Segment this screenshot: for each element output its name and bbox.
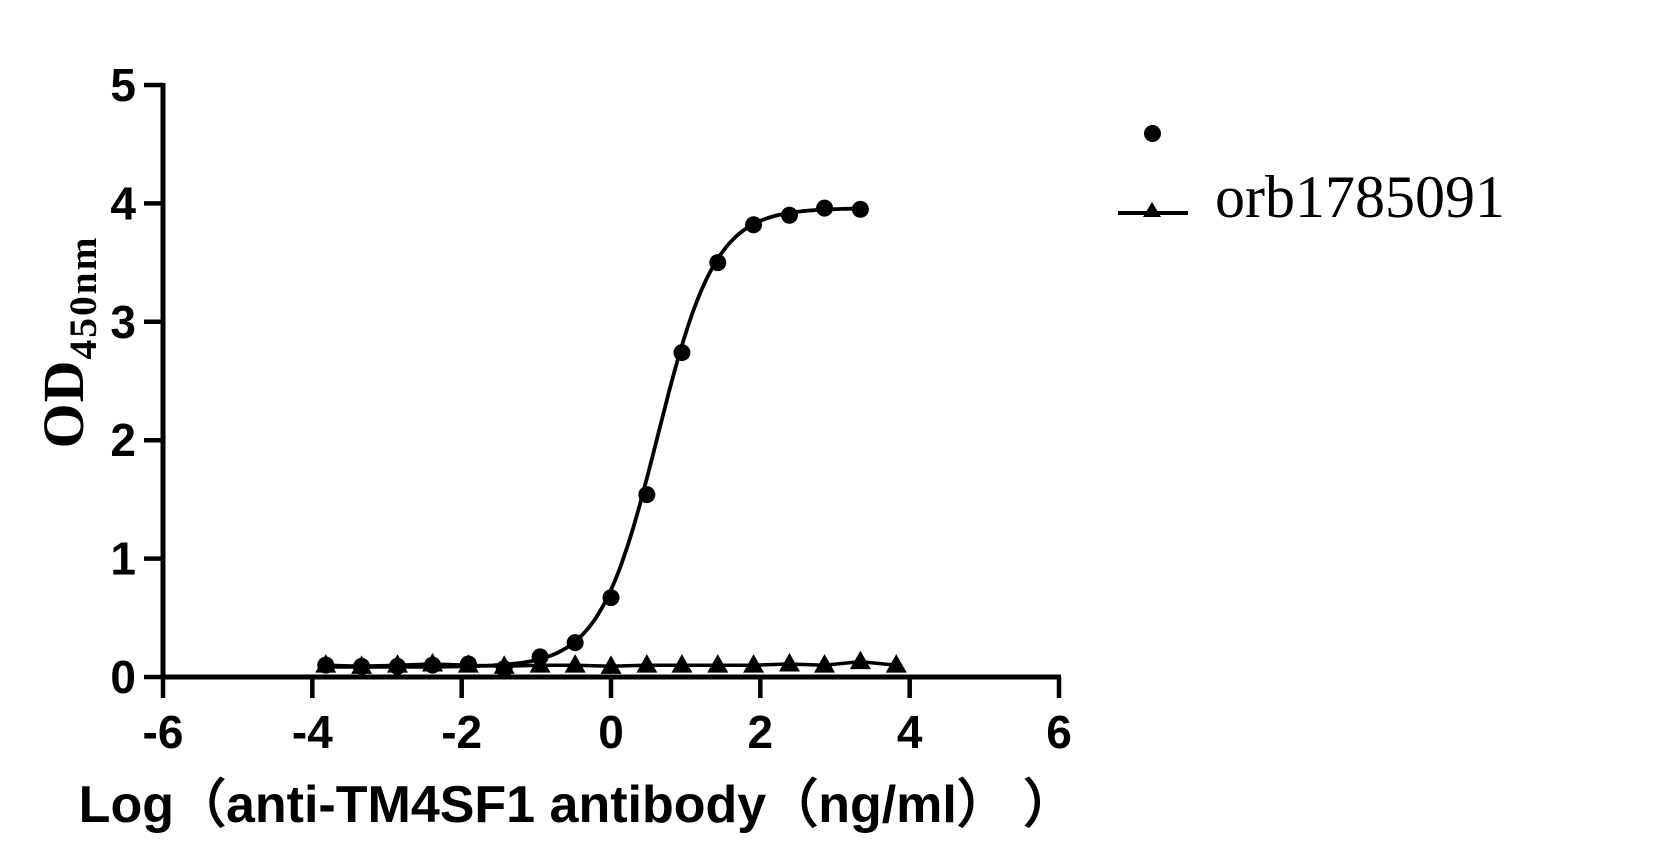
data-point-triangle: [778, 652, 800, 672]
x-tick-label: 0: [598, 706, 624, 758]
y-tick-label: 0: [110, 651, 136, 703]
x-tick-label: 2: [748, 706, 774, 758]
data-point-triangle: [849, 650, 871, 670]
y-axis-title: OD450nm: [30, 236, 106, 449]
data-point-triangle: [386, 654, 408, 673]
data-point-triangle: [422, 652, 444, 672]
x-tick-label: 6: [1046, 706, 1072, 758]
data-point-triangle: [636, 654, 658, 673]
y-tick-label: 1: [110, 533, 136, 585]
data-point-circle: [602, 589, 620, 607]
data-point-triangle: [885, 654, 907, 673]
data-point-circle: [566, 634, 584, 652]
legend-label: orb1785091: [1215, 164, 1505, 230]
data-point-circle: [851, 200, 869, 218]
data-point-triangle: [529, 654, 551, 673]
data-point-triangle: [564, 654, 586, 673]
x-axis-title: Log（anti-TM4SF1 antibody（ng/ml） ）: [78, 776, 1076, 834]
x-tick-label: -4: [292, 706, 333, 758]
data-point-triangle: [671, 654, 693, 673]
legend-triangle-marker-icon: [1143, 202, 1161, 217]
data-point-circle: [780, 206, 798, 224]
y-axis-title-text: OD: [31, 359, 97, 449]
y-tick-label: 4: [110, 177, 136, 229]
data-point-circle: [638, 486, 656, 504]
legend-circle-marker-icon: [1144, 125, 1161, 142]
data-point-triangle: [814, 654, 836, 673]
data-point-triangle: [707, 654, 729, 673]
data-point-triangle: [457, 654, 479, 673]
data-point-triangle: [600, 655, 622, 674]
data-point-triangle: [743, 654, 765, 673]
fit-curve: [325, 206, 861, 669]
x-tick-label: -2: [441, 706, 482, 758]
y-tick-label: 5: [110, 59, 136, 111]
x-tick-label: -6: [143, 706, 184, 758]
y-tick-label: 2: [110, 414, 136, 466]
data-point-circle: [709, 254, 727, 272]
data-point-triangle: [493, 655, 515, 674]
data-point-circle: [745, 216, 763, 234]
data-point-circle: [673, 344, 691, 362]
y-axis-title-subscript: 450nm: [60, 235, 105, 360]
x-tick-label: 4: [897, 706, 923, 758]
data-point-circle: [816, 199, 834, 217]
data-point-triangle: [351, 655, 373, 674]
y-tick-label: 3: [110, 296, 136, 348]
data-point-triangle: [315, 654, 337, 673]
